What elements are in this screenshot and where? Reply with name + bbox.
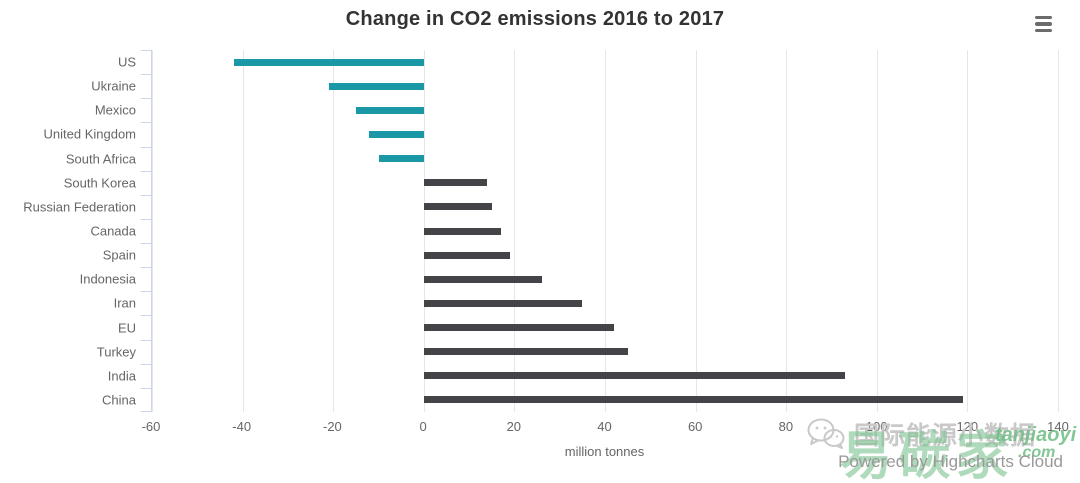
x-gridline: [605, 50, 606, 412]
plot-area: [141, 50, 1059, 412]
category-label: US: [117, 54, 136, 70]
y-axis-tick: [141, 74, 152, 76]
category-label: Ukraine: [91, 78, 136, 94]
x-tick-label: 20: [506, 419, 522, 434]
hamburger-bar: [1034, 28, 1052, 33]
category-label: South Korea: [63, 175, 136, 191]
y-axis-tick: [141, 50, 152, 51]
y-axis-tick: [141, 146, 152, 148]
x-tick-label: -60: [141, 419, 161, 434]
bar-south-korea[interactable]: [423, 179, 488, 187]
category-label: EU: [117, 320, 136, 336]
y-axis-tick: [141, 315, 152, 317]
y-axis-tick: [141, 122, 152, 124]
category-label: Indonesia: [79, 271, 136, 287]
category-label: South Africa: [65, 151, 136, 167]
x-tick-label: -20: [322, 419, 342, 434]
bar-china[interactable]: [423, 396, 963, 404]
x-tick-label: 0: [419, 419, 427, 434]
category-label: China: [102, 392, 136, 408]
y-axis-category-labels: US Ukraine Mexico United Kingdom South Afric…: [0, 50, 136, 412]
bar-indonesia[interactable]: [423, 275, 542, 283]
x-tick-label: 80: [778, 419, 794, 434]
category-label: India: [107, 368, 136, 384]
bar-turkey[interactable]: [423, 348, 628, 356]
x-tick-label: 120: [956, 419, 979, 434]
bar-ukraine[interactable]: [328, 82, 424, 90]
y-axis-tick: [141, 218, 152, 220]
bar-india[interactable]: [423, 372, 846, 380]
x-gridline: [152, 50, 153, 412]
category-label: United Kingdom: [43, 126, 137, 142]
category-label: Canada: [90, 223, 136, 239]
hamburger-menu-button[interactable]: [1028, 10, 1058, 38]
y-axis-tick: [141, 411, 152, 412]
x-gridline: [333, 50, 335, 412]
hamburger-bar: [1034, 15, 1052, 20]
y-axis-tick: [141, 170, 152, 172]
bar-iran[interactable]: [423, 299, 583, 307]
x-tick-label: 60: [687, 419, 703, 434]
bar-south-africa[interactable]: [378, 155, 424, 163]
x-gridline: [242, 50, 244, 412]
hamburger-bar: [1034, 22, 1052, 26]
x-tick-label: 100: [865, 419, 888, 434]
bar-spain[interactable]: [423, 251, 510, 259]
bar-eu[interactable]: [423, 324, 615, 332]
bar-canada[interactable]: [423, 227, 501, 235]
y-axis-tick: [141, 243, 152, 245]
y-axis-tick: [141, 363, 152, 365]
category-label: Turkey: [96, 344, 136, 360]
bar-russian-federation[interactable]: [423, 203, 492, 211]
y-axis-tick: [141, 98, 152, 100]
category-label: Russian Federation: [23, 199, 136, 215]
x-gridline: [786, 50, 788, 412]
x-gridline: [967, 50, 969, 412]
x-gridline: [876, 50, 878, 412]
y-axis-tick: [141, 291, 152, 293]
y-axis-tick: [141, 339, 152, 341]
x-gridline: [514, 50, 516, 412]
category-label: Spain: [102, 247, 136, 263]
category-label: Iran: [113, 295, 136, 311]
bar-us[interactable]: [233, 58, 424, 66]
bar-mexico[interactable]: [355, 106, 424, 114]
x-axis-title: million tonnes: [564, 444, 645, 459]
highcharts-credits-link[interactable]: Powered by Highcharts Cloud: [838, 452, 1063, 471]
x-gridline: [695, 50, 697, 412]
x-tick-label: 40: [597, 419, 612, 434]
x-tick-label: 140: [1047, 419, 1069, 434]
category-label: Mexico: [94, 102, 136, 118]
bar-united-kingdom[interactable]: [369, 130, 424, 138]
y-axis-tick: [141, 267, 152, 269]
y-axis-tick: [141, 194, 152, 196]
x-axis-tick-labels: -60 -40 -20 0 20 40 60 80 100 120 140: [142, 419, 1069, 435]
chart-title: Change in CO2 emissions 2016 to 2017: [345, 8, 725, 30]
x-tick-label: -40: [232, 419, 252, 434]
x-gridline: [1058, 50, 1059, 412]
y-axis-tick: [141, 387, 152, 389]
